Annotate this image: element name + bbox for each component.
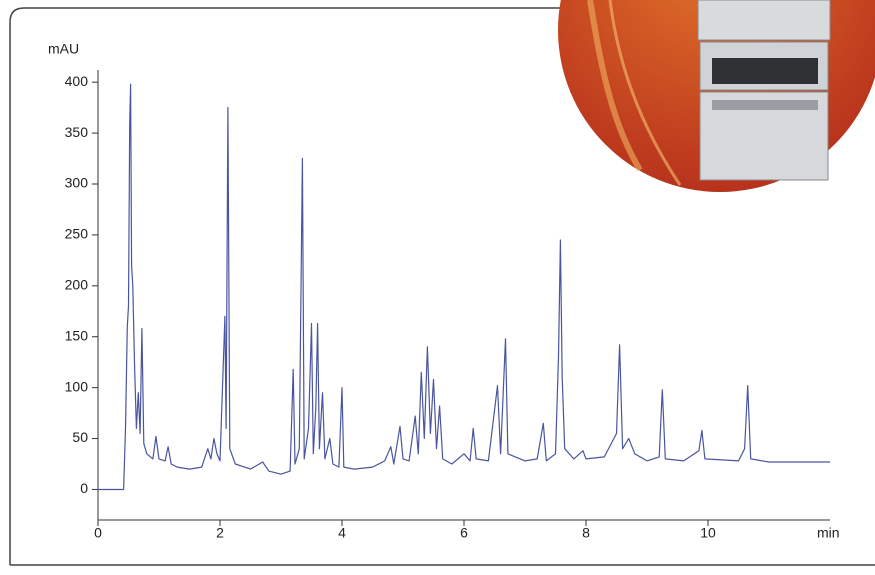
y-tick-label: 50 [72, 429, 88, 445]
y-tick-label: 250 [65, 226, 89, 242]
y-tick-label: 300 [65, 175, 89, 191]
x-tick-label: 8 [582, 525, 590, 541]
y-tick-label: 100 [65, 378, 89, 394]
frame [9, 7, 875, 565]
x-tick-label: 4 [338, 525, 346, 541]
y-tick-label: 150 [65, 327, 89, 343]
x-tick-label: 2 [216, 525, 224, 541]
x-tick-label: 10 [700, 525, 716, 541]
chromatogram-line [98, 83, 830, 491]
x-tick-label: 6 [460, 525, 468, 541]
x-tick-label: 0 [94, 525, 102, 541]
y-tick-label: 0 [80, 480, 88, 496]
y-tick-label: 350 [65, 124, 89, 140]
y-tick-label: 200 [65, 277, 89, 293]
instrument-photo [558, 0, 875, 192]
y-tick-label: 400 [65, 73, 89, 89]
x-axis-label: min [817, 525, 840, 541]
y-axis-label: mAU [48, 41, 79, 57]
